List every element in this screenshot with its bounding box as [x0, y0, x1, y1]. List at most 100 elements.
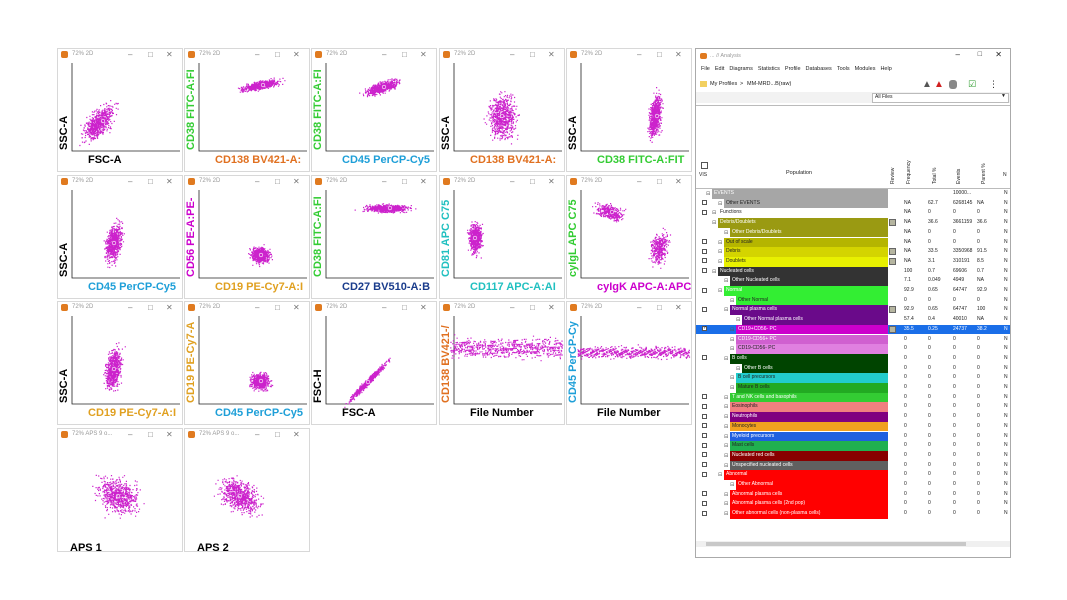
col-frequency[interactable]: Frequency [906, 160, 912, 184]
plot-titlebar[interactable]: 72% 2D – □ ✕ [58, 302, 182, 314]
visibility-checkbox[interactable] [702, 433, 707, 438]
visibility-checkbox[interactable] [702, 325, 707, 332]
population-label[interactable]: CD19-CD56- PC [736, 344, 888, 354]
scatter-plot[interactable] [312, 61, 436, 159]
plot-titlebar[interactable]: 72% 2D – □ ✕ [312, 176, 436, 188]
minimize-icon[interactable]: – [955, 50, 960, 59]
col-population[interactable]: Population [786, 170, 812, 176]
visibility-checkbox[interactable] [702, 442, 707, 448]
expand-icon[interactable]: ⊟ [730, 385, 735, 391]
close-icon[interactable]: ✕ [548, 50, 555, 59]
population-row[interactable]: ⊟ Normal plasma cells 92.9 0.65 64747 100 N [696, 305, 1010, 316]
visibility-checkbox[interactable] [702, 258, 707, 264]
plot-titlebar[interactable]: 72% 2D – □ ✕ [185, 176, 309, 188]
close-icon[interactable]: ✕ [293, 430, 300, 439]
close-icon[interactable]: ✕ [675, 303, 682, 312]
scatter-plot[interactable] [58, 441, 182, 539]
minimize-icon[interactable]: – [382, 50, 387, 59]
col-parent[interactable]: Parent % [981, 163, 987, 184]
expand-icon[interactable]: ⊟ [718, 258, 723, 265]
population-row[interactable]: ⊟ Other B cells 0 0 0 0 N [696, 363, 1010, 374]
close-icon[interactable]: ✕ [293, 303, 300, 312]
population-row[interactable]: ⊟ Other Normal plasma cells 57.4 0.4 40010 NA… [696, 315, 1010, 325]
scatter-plot[interactable] [567, 61, 691, 159]
menu-item-databases[interactable]: Databases [805, 66, 832, 72]
visibility-checkbox[interactable] [702, 491, 707, 497]
population-row[interactable]: ⊟ Normal 92.9 0.65 64747 92.9 N [696, 286, 1010, 296]
minimize-icon[interactable]: – [637, 303, 642, 312]
plot-window-p5[interactable]: 72% 2D – □ ✕ SSC-A CD38 FITC-A:FIT [566, 48, 692, 172]
plot-window-p2[interactable]: 72% 2D – □ ✕ CD38 FITC-A:FI CD138 BV421-A: [184, 48, 310, 172]
plot-window-p7[interactable]: 72% 2D – □ ✕ CD56 PE-A:PE- CD19 PE-Cy7-A:I [184, 175, 310, 299]
expand-icon[interactable]: ⊟ [730, 346, 735, 353]
population-label[interactable]: Other Debris/Doublets [730, 227, 888, 238]
menu-item-tools[interactable]: Tools [836, 66, 850, 72]
population-row[interactable]: ⊟ Myeloid precursors 0 0 0 0 N [696, 431, 1010, 442]
visibility-checkbox[interactable] [702, 500, 707, 506]
population-label[interactable]: Monocytes [730, 421, 888, 432]
database-icon[interactable] [949, 80, 957, 89]
population-label[interactable]: Debris/Doublets [718, 218, 888, 228]
review-icon[interactable] [889, 325, 896, 333]
expand-icon[interactable]: ⊟ [718, 472, 723, 479]
expand-icon[interactable]: ⊟ [736, 317, 741, 324]
expand-icon[interactable]: ⊟ [724, 414, 729, 421]
expand-icon[interactable]: ⊟ [712, 220, 717, 227]
expand-icon[interactable]: ⊟ [730, 336, 735, 343]
population-row[interactable]: ⊟ Debris NA 33.5 3350968 91.5 N [696, 247, 1010, 257]
visibility-checkbox[interactable] [702, 200, 707, 206]
col-total[interactable]: Total % [932, 167, 938, 184]
close-icon[interactable]: ✕ [995, 50, 1002, 59]
scatter-plot[interactable] [440, 188, 564, 286]
population-label[interactable]: Out of scale [724, 237, 888, 248]
population-label[interactable]: Doublets [724, 256, 888, 267]
expand-icon[interactable]: ⊟ [724, 443, 729, 450]
plot-window-p6[interactable]: 72% 2D – □ ✕ SSC-A CD45 PerCP-Cy5 [57, 175, 183, 299]
population-row[interactable]: ⊟CD19+CD56- PC 35.5 0.25 24737 38.2 N [696, 324, 1010, 335]
population-row[interactable]: ⊟ Debris/Doublets NA 36.6 3661159 36.6 N [696, 218, 1010, 228]
population-row[interactable]: ⊟ Abnormal 0 0 0 0 N [696, 470, 1010, 480]
alert-icon[interactable]: ▲ [934, 79, 944, 90]
population-label[interactable]: Mast cells [730, 441, 888, 451]
minimize-icon[interactable]: – [255, 430, 260, 439]
plot-titlebar[interactable]: 72% 2D – □ ✕ [58, 49, 182, 61]
population-row[interactable]: ⊟ Other EVENTS NA 62.7 6268145 NA N [696, 198, 1010, 209]
visibility-checkbox[interactable] [702, 306, 707, 312]
population-row[interactable]: ⊟ Unspecified nucleated cells 0 0 0 0 N [696, 460, 1010, 471]
close-icon[interactable]: ✕ [548, 177, 555, 186]
menu-item-modules[interactable]: Modules [854, 66, 876, 72]
population-label[interactable]: Debris [724, 247, 888, 257]
population-label[interactable]: Functions [718, 208, 888, 219]
maximize-icon[interactable]: □ [657, 177, 662, 186]
plot-titlebar[interactable]: 72% 2D – □ ✕ [440, 176, 564, 188]
visibility-checkbox[interactable] [702, 355, 707, 361]
visibility-checkbox[interactable] [702, 394, 707, 400]
expand-icon[interactable]: ⊟ [724, 491, 729, 498]
plot-titlebar[interactable]: 72% 2D – □ ✕ [185, 49, 309, 61]
analysis-titlebar[interactable]: ... // Analysis – □ ✕ [696, 49, 1010, 63]
maximize-icon[interactable]: □ [530, 177, 535, 186]
maximize-icon[interactable]: □ [402, 50, 407, 59]
population-row[interactable]: ⊟ Nucleated red cells 0 0 0 0 N [696, 450, 1010, 461]
population-row[interactable]: ⊟ Nucleated cells 100 0.7 69606 0.7 N [696, 266, 1010, 277]
review-icon[interactable] [889, 257, 896, 265]
plot-titlebar[interactable]: 72% 2D – □ ✕ [440, 302, 564, 314]
maximize-icon[interactable]: □ [657, 303, 662, 312]
visibility-checkbox[interactable] [702, 452, 707, 458]
close-icon[interactable]: ✕ [166, 430, 173, 439]
menu-item-statistics[interactable]: Statistics [757, 66, 780, 72]
plot-window-p3[interactable]: 72% 2D – □ ✕ CD38 FITC-A:FI CD45 PerCP-Cy5 [311, 48, 437, 172]
minimize-icon[interactable]: – [255, 303, 260, 312]
close-icon[interactable]: ✕ [675, 177, 682, 186]
menu-item-profile[interactable]: Profile [784, 66, 801, 72]
population-label[interactable]: Abnormal plasma cells (2nd pop) [730, 499, 888, 510]
population-row[interactable]: ⊟ B cells 0 0 0 0 N [696, 353, 1010, 364]
minimize-icon[interactable]: – [510, 50, 515, 59]
population-row[interactable]: ⊟ Mature B cells 0 0 0 0 N [696, 383, 1010, 393]
close-icon[interactable]: ✕ [548, 303, 555, 312]
expand-icon[interactable]: ⊟ [724, 394, 729, 401]
visibility-checkbox[interactable] [702, 287, 707, 293]
population-label[interactable]: Abnormal [724, 470, 888, 480]
population-row[interactable]: ⊟ Out of scale NA 0 0 0 N [696, 237, 1010, 248]
menu-item-diagrams[interactable]: Diagrams [729, 66, 753, 72]
